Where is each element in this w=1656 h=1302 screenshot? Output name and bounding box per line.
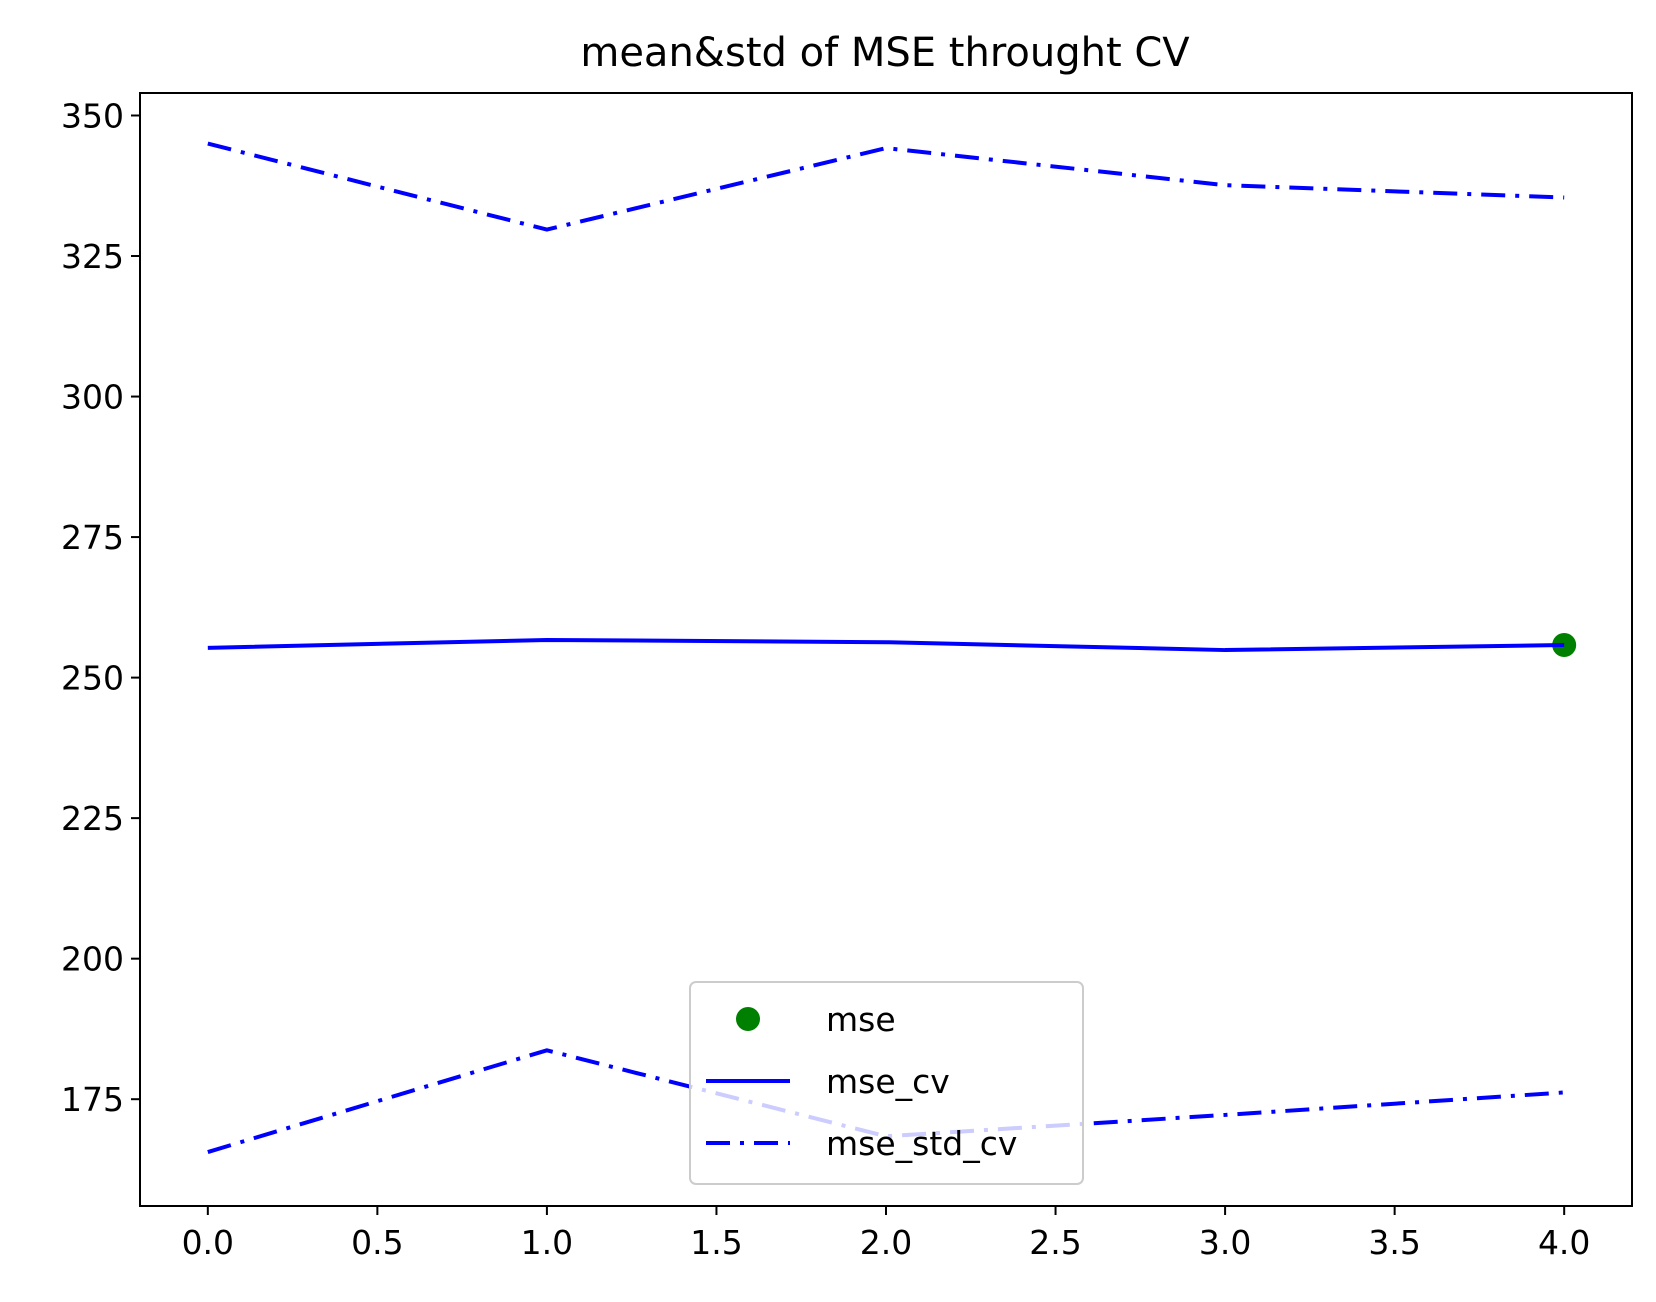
y-tick-label: 325 <box>61 237 124 276</box>
x-tick-label: 3.0 <box>1199 1223 1251 1262</box>
y-tick-label: 275 <box>61 518 124 557</box>
series-mse-cv-line <box>207 637 1565 653</box>
series-mse-std-cv-line <box>207 141 1565 232</box>
series-layer <box>207 141 1577 1154</box>
plot-area: 0.0 0.5 1.0 1.5 2.0 2.5 3.0 3.5 4.0 175 200 225 250 2… <box>61 92 1633 1262</box>
y-tick-label: 225 <box>61 799 124 838</box>
x-tick-label: 0.5 <box>351 1223 403 1262</box>
chart-title: mean&std of MSE throught CV <box>580 30 1190 76</box>
legend-label: mse <box>826 1000 896 1039</box>
x-tick-label: 1.5 <box>690 1223 742 1262</box>
y-tick-label: 175 <box>61 1080 124 1119</box>
x-tick-label: 4.0 <box>1538 1223 1590 1262</box>
legend: mse mse_cv mse_std_cv <box>689 981 1084 1185</box>
x-tick-label: 2.0 <box>860 1223 912 1262</box>
legend-marker-mse <box>736 1007 760 1031</box>
x-tick-label: 2.5 <box>1029 1223 1081 1262</box>
y-tick-label: 250 <box>61 659 124 698</box>
legend-box <box>689 981 1084 1185</box>
x-tick-label: 1.0 <box>521 1223 573 1262</box>
y-tick-label: 200 <box>61 940 124 979</box>
series-mse-std-cv-lower-line <box>207 1048 1565 1154</box>
x-tick-label: 0.0 <box>182 1223 234 1262</box>
legend-label: mse_cv <box>826 1062 950 1101</box>
y-tick-label: 350 <box>61 96 124 135</box>
y-tick-label: 300 <box>61 378 124 417</box>
x-tick-label: 3.5 <box>1368 1223 1420 1262</box>
legend-label: mse_std_cv <box>826 1124 1017 1163</box>
